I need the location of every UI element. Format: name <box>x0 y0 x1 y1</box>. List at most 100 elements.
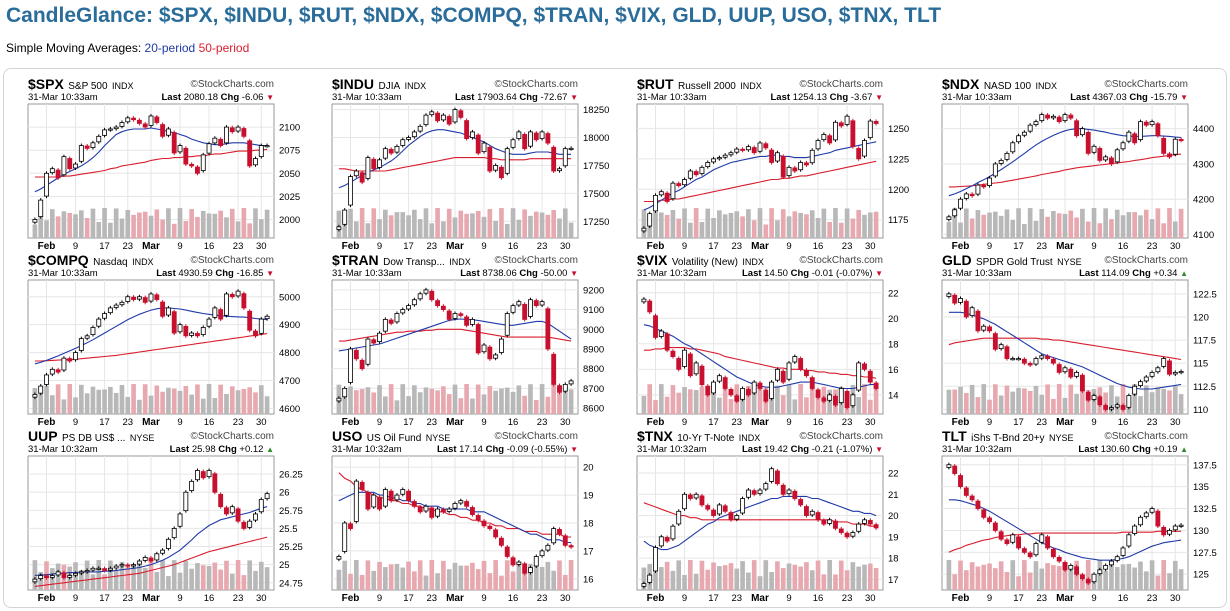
candle-up <box>1126 534 1132 547</box>
x-tick-label: 30 <box>1170 593 1181 604</box>
volume-bar <box>792 564 798 590</box>
volume-bar <box>1039 394 1045 414</box>
volume-bar <box>504 387 510 414</box>
candle-up <box>458 500 464 504</box>
volume-bar <box>1109 385 1114 414</box>
candle-up <box>1033 121 1039 126</box>
candle-down <box>1143 121 1149 126</box>
volume-bar <box>423 208 429 238</box>
volume-bar <box>371 392 377 414</box>
chart-panel-gld[interactable]: GLD SPDR Gold Trust NYSE ©StockCharts.com… <box>941 252 1230 428</box>
candle-down <box>1045 536 1051 549</box>
volume-bar <box>1178 394 1184 414</box>
chart-panel-uso[interactable]: USO US Oil Fund NYSE ©StockCharts.com 31-M… <box>331 428 632 604</box>
chart-panel-indu[interactable]: $INDU DJIA INDX ©StockCharts.com 31-Mar 10… <box>331 76 632 252</box>
volume-bar <box>441 386 446 414</box>
candle-up <box>253 513 258 521</box>
candle-up <box>946 464 952 468</box>
candle-up <box>1138 381 1143 386</box>
volume-bar <box>458 210 464 238</box>
candle-up <box>55 571 61 576</box>
volume-bar <box>353 560 359 590</box>
sma-legend-prefix: Simple Moving Averages: <box>6 41 142 55</box>
down-arrow-icon: ▼ <box>570 93 578 102</box>
chg-label: Chg <box>519 268 538 279</box>
candle-up <box>400 309 406 314</box>
candle-up <box>493 354 499 359</box>
volume-bar <box>821 208 827 238</box>
x-tick-label: Mar <box>1056 593 1074 604</box>
volume-bar <box>568 389 574 414</box>
candle-up <box>148 293 154 302</box>
chart-panel-uup[interactable]: UUP PS DB US$ ... NYSE ©StockCharts.com 31… <box>27 428 328 604</box>
x-tick-label: 17 <box>708 241 719 252</box>
x-tick-label: 9 <box>682 417 687 428</box>
candle-down <box>241 521 247 529</box>
volume-bar <box>446 569 452 590</box>
chart-panel-rut[interactable]: $RUT Russell 2000 INDX ©StockCharts.com 31… <box>636 76 937 252</box>
chart-panel-vix[interactable]: $VIX Volatility (New) INDX ©StockCharts.c… <box>636 252 937 428</box>
candle-down <box>751 490 757 495</box>
down-arrow-icon: ▼ <box>266 93 274 102</box>
candle-down <box>867 520 873 525</box>
candle-down <box>975 310 981 332</box>
candle-up <box>545 544 551 551</box>
y-tick-label: 2050 <box>279 169 300 180</box>
volume-bar <box>1138 561 1143 590</box>
chart-panel-compq[interactable]: $COMPQ Nasdaq INDX ©StockCharts.com 31-Mar… <box>27 252 328 428</box>
volume-bar <box>154 571 160 590</box>
candle-down <box>774 470 780 485</box>
candle-down <box>429 507 435 518</box>
volume-bar <box>539 566 545 590</box>
candle-up <box>32 578 38 583</box>
volume-bar <box>1027 390 1033 414</box>
volume-bar <box>377 561 382 590</box>
volume-bar <box>90 386 96 414</box>
volume-bar <box>958 386 963 414</box>
chart-panel-tnx[interactable]: $TNX 10-Yr T-Note INDX ©StockCharts.com 31… <box>636 428 937 604</box>
candle-up <box>411 299 417 306</box>
candle-up <box>212 307 218 318</box>
volume-bar <box>1132 384 1137 414</box>
panel-stats: Last 14.50 Chg -0.01 (-0.07%) ▼ <box>742 268 883 279</box>
volume-bar <box>493 220 498 238</box>
candle-down <box>987 517 992 523</box>
volume-bar <box>751 220 757 238</box>
candle-down <box>510 557 516 566</box>
volume-bar <box>798 566 803 590</box>
chg-label: Chg <box>485 444 505 455</box>
candle-up <box>682 493 687 510</box>
volume-bar <box>189 568 194 590</box>
candle-up <box>1010 534 1016 543</box>
chart-panel-ndx[interactable]: $NDX NASD 100 INDX ©StockCharts.com 31-Mar… <box>941 76 1230 252</box>
candle-down <box>1085 131 1091 154</box>
volume-bar <box>148 395 154 414</box>
volume-bar <box>429 560 435 590</box>
candle-down <box>1079 574 1085 580</box>
chart-panel-tlt[interactable]: TLT iShs T-Bnd 20+y NYSE ©StockCharts.com… <box>941 428 1230 604</box>
candle-up <box>264 315 270 320</box>
chart-panel-spx[interactable]: $SPX S&P 500 INDX ©StockCharts.com 31-Mar … <box>27 76 328 252</box>
candle-down <box>200 471 206 479</box>
volume-bar <box>435 208 440 238</box>
volume-bar <box>958 222 963 238</box>
volume-bar <box>160 560 165 590</box>
volume-bar <box>108 560 113 590</box>
candle-up <box>1114 149 1120 163</box>
candle-down <box>699 495 705 506</box>
volume-bar <box>247 387 253 414</box>
candle-down <box>992 333 998 350</box>
y-tick-label: 18 <box>888 339 899 350</box>
chart-panel-tran[interactable]: $TRAN Dow Transp... INDX ©StockCharts.com… <box>331 252 632 428</box>
y-tick-label: 117.5 <box>1193 336 1216 347</box>
panel-source: ©StockCharts.com <box>799 431 883 442</box>
panel-exchange: NYSE <box>129 433 155 443</box>
x-tick-label: 30 <box>865 241 876 252</box>
volume-bar <box>705 208 711 238</box>
panel-stats: Last 17.14 Chg -0.09 (-0.55%) ▼ <box>437 444 578 455</box>
panel-symbol: USO <box>332 428 363 444</box>
y-tick-label: 18 <box>888 554 899 565</box>
candle-up <box>336 556 342 560</box>
panel-symbol: TLT <box>942 428 967 444</box>
volume-bar <box>441 221 446 238</box>
